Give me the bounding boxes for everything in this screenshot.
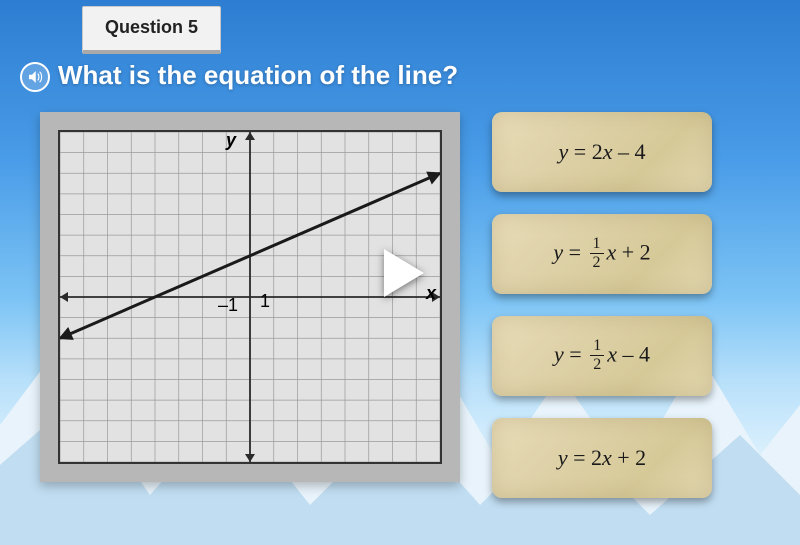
answer-d-tail: + 2 xyxy=(617,445,646,470)
y-axis-label: y xyxy=(226,130,236,151)
question-prompt: What is the equation of the line? xyxy=(58,60,458,91)
app-stage: Question 5 What is the equation of the l… xyxy=(0,0,800,545)
audio-button[interactable] xyxy=(20,62,50,92)
answer-option-b[interactable]: y = 12x + 2 xyxy=(492,214,712,294)
answer-b-num: 1 xyxy=(590,236,604,254)
tick-label-1: 1 xyxy=(260,291,270,312)
answer-list: y = 2x – 4 y = 12x + 2 y = 12x – 4 y = 2… xyxy=(492,112,712,520)
answer-option-a[interactable]: y = 2x – 4 xyxy=(492,112,712,192)
question-tab: Question 5 xyxy=(82,6,221,54)
tick-label-neg1: –1 xyxy=(218,295,238,316)
answer-c-den: 2 xyxy=(593,356,601,373)
answer-a-tail: – 4 xyxy=(618,139,646,164)
answer-c-num: 1 xyxy=(590,338,604,356)
answer-option-d[interactable]: y = 2x + 2 xyxy=(492,418,712,498)
answer-b-den: 2 xyxy=(593,254,601,271)
play-icon xyxy=(370,243,430,303)
answer-option-c[interactable]: y = 12x – 4 xyxy=(492,316,712,396)
question-label: Question 5 xyxy=(105,17,198,37)
play-button[interactable] xyxy=(365,238,435,308)
speaker-icon xyxy=(26,68,44,86)
